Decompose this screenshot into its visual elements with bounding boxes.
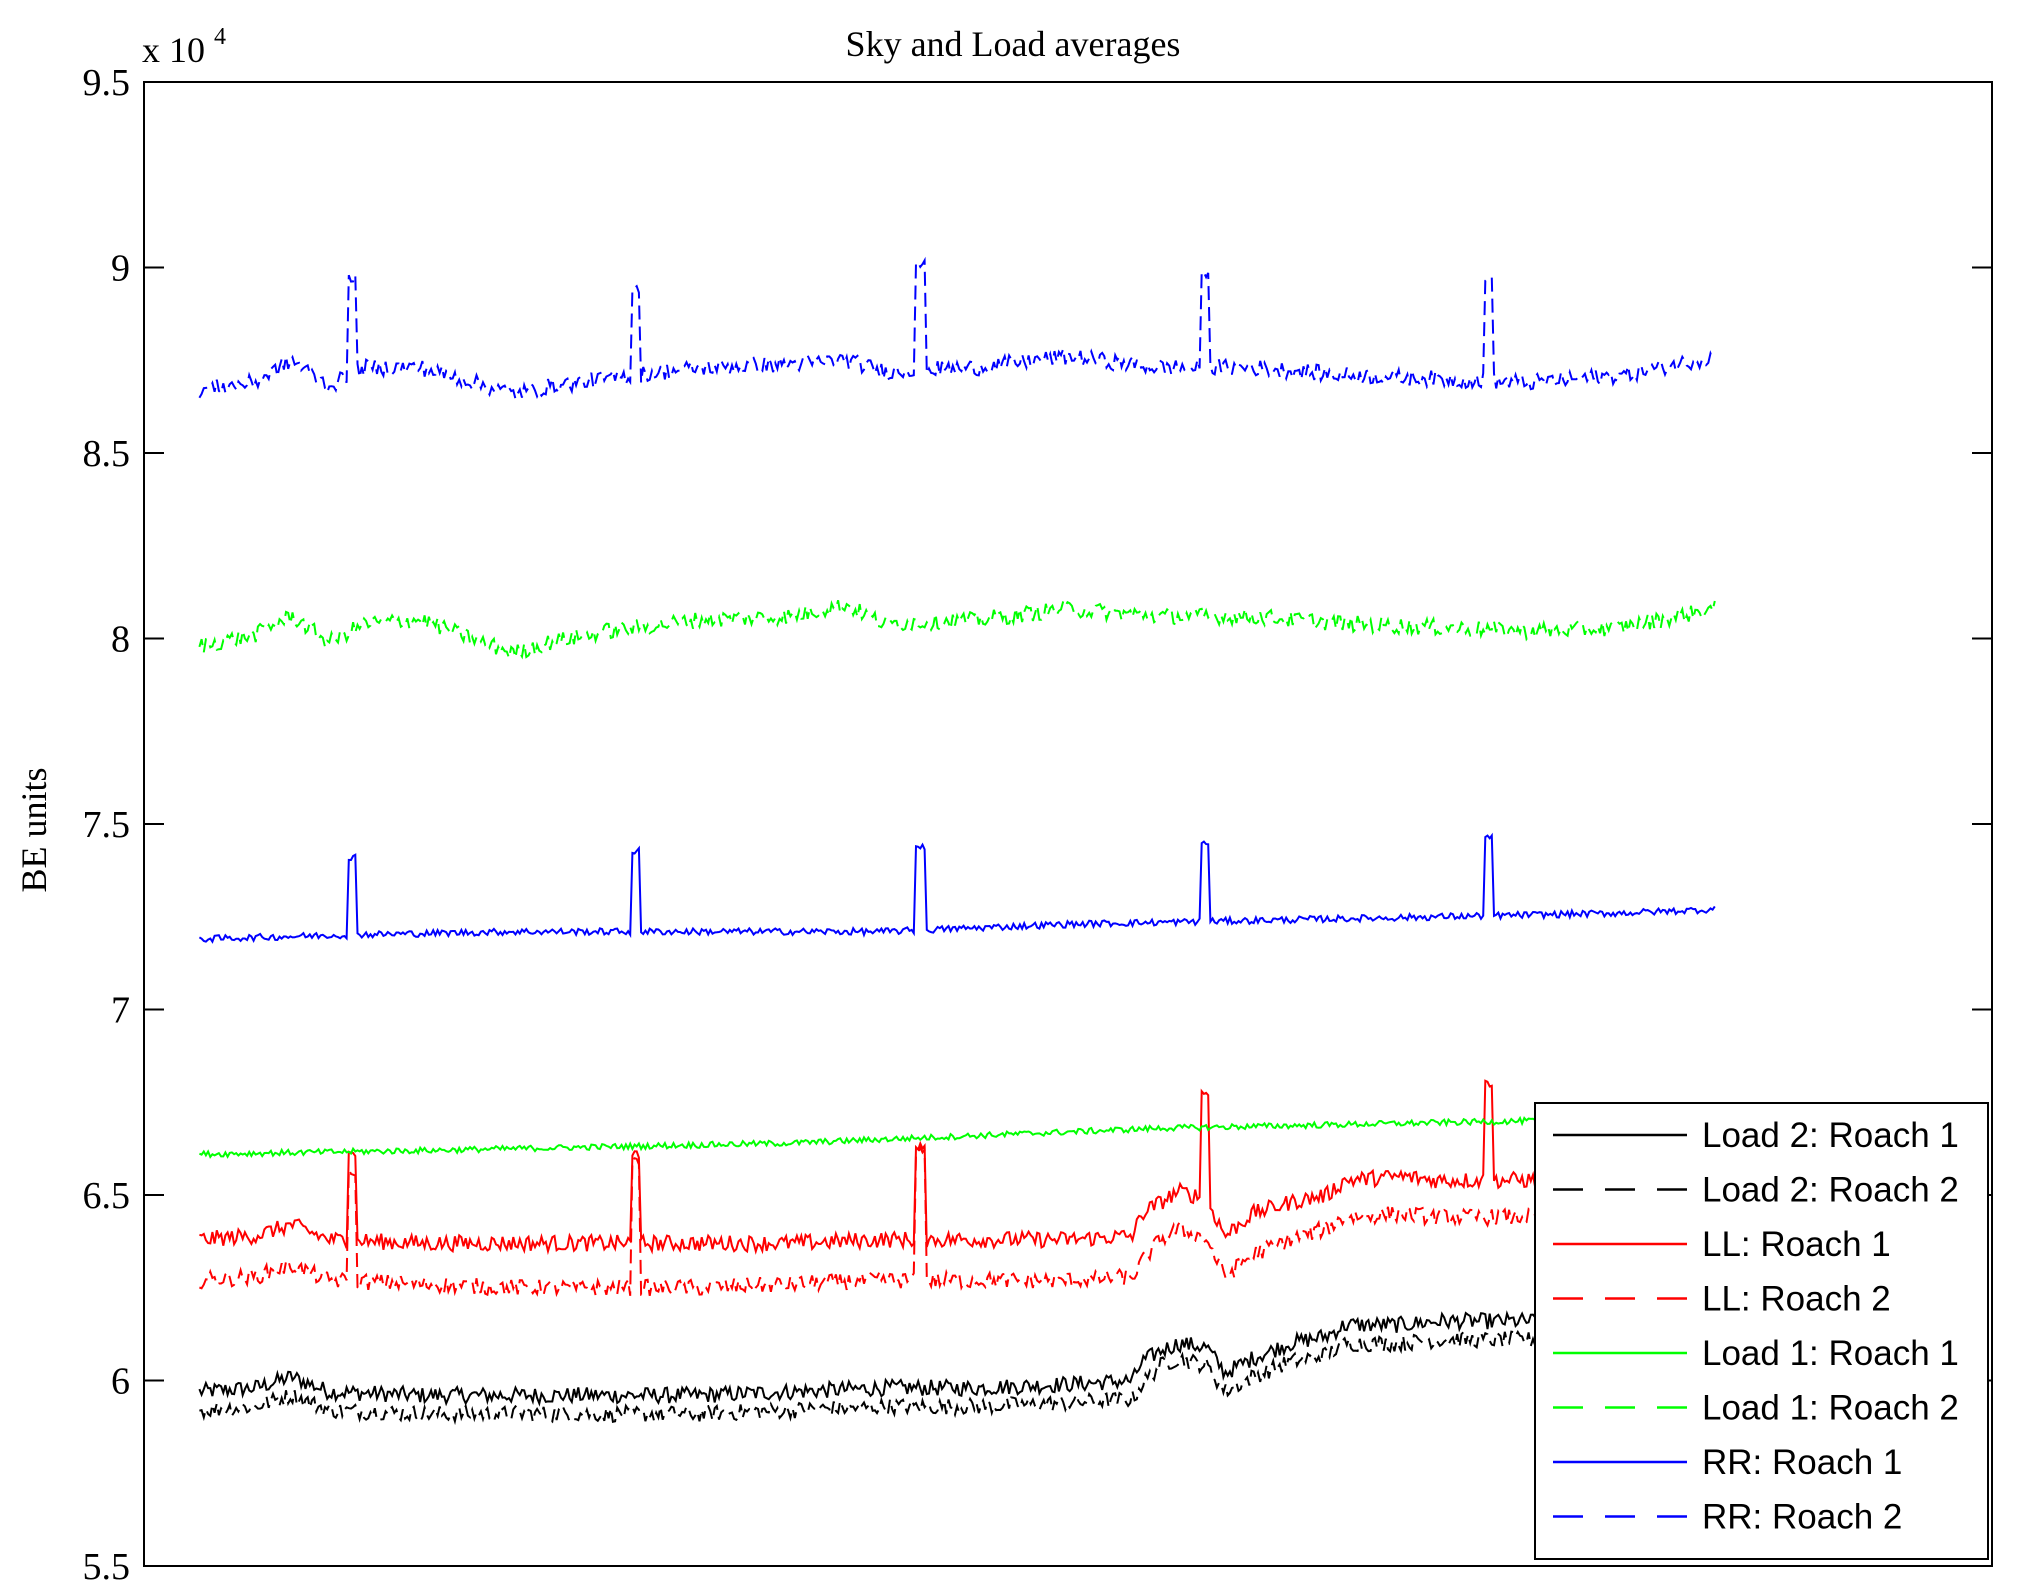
legend-box: [1534, 1102, 1989, 1560]
y-multiplier-base: x 10: [142, 30, 205, 70]
y-tick-label: 5.5: [83, 1546, 131, 1588]
series-line-7: [198, 832, 1716, 944]
y-tick-label: 8: [111, 619, 130, 661]
series-layer: [198, 256, 1716, 1426]
y-axis-label: BE units: [14, 767, 54, 892]
y-tick-label: 6.5: [83, 1175, 131, 1217]
series-line-6: [198, 598, 1716, 662]
axes-layer: 5.5 6 6.5 7 7.5 8 8.5 9 9.5: [83, 62, 1993, 1588]
y-tick-label: 7.5: [83, 804, 131, 846]
legend-label: RR: Roach 2: [1702, 1498, 1902, 1537]
legend-label: Load 1: Roach 2: [1702, 1389, 1959, 1428]
y-multiplier-label: x 10 4: [142, 24, 226, 70]
series-line-1: [198, 1309, 1715, 1407]
series-line-3: [199, 1079, 1716, 1256]
y-tick-label: 9: [111, 248, 130, 290]
series-line-5: [199, 1112, 1716, 1159]
y-tick-label: 9.5: [83, 62, 131, 104]
legend-label: Load 2: Roach 2: [1702, 1171, 1959, 1210]
y-multiplier-exponent: 4: [214, 24, 226, 50]
y-tick-label: 8.5: [83, 433, 131, 475]
legend: Load 2: Roach 1 Load 2: Roach 2 LL: Roach …: [1534, 1102, 1989, 1560]
legend-label: RR: Roach 1: [1702, 1443, 1902, 1482]
legend-label: LL: Roach 2: [1702, 1280, 1891, 1319]
y-tick-label: 7: [111, 990, 130, 1032]
series-line-8: [198, 256, 1716, 403]
series-line-4: [199, 1144, 1716, 1298]
chart-title: Sky and Load averages: [846, 24, 1181, 64]
legend-label: Load 1: Roach 1: [1702, 1334, 1959, 1373]
legend-label: Load 2: Roach 1: [1702, 1116, 1959, 1155]
series-line-2: [199, 1328, 1716, 1426]
legend-label: LL: Roach 1: [1702, 1225, 1891, 1264]
y-tick-label: 6: [111, 1361, 130, 1403]
